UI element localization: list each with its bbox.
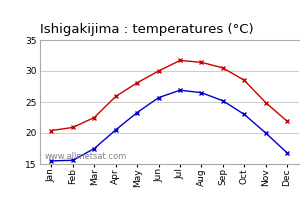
Text: www.allmetsat.com: www.allmetsat.com <box>45 152 127 161</box>
Text: Ishigakijima : temperatures (°C): Ishigakijima : temperatures (°C) <box>40 23 253 36</box>
